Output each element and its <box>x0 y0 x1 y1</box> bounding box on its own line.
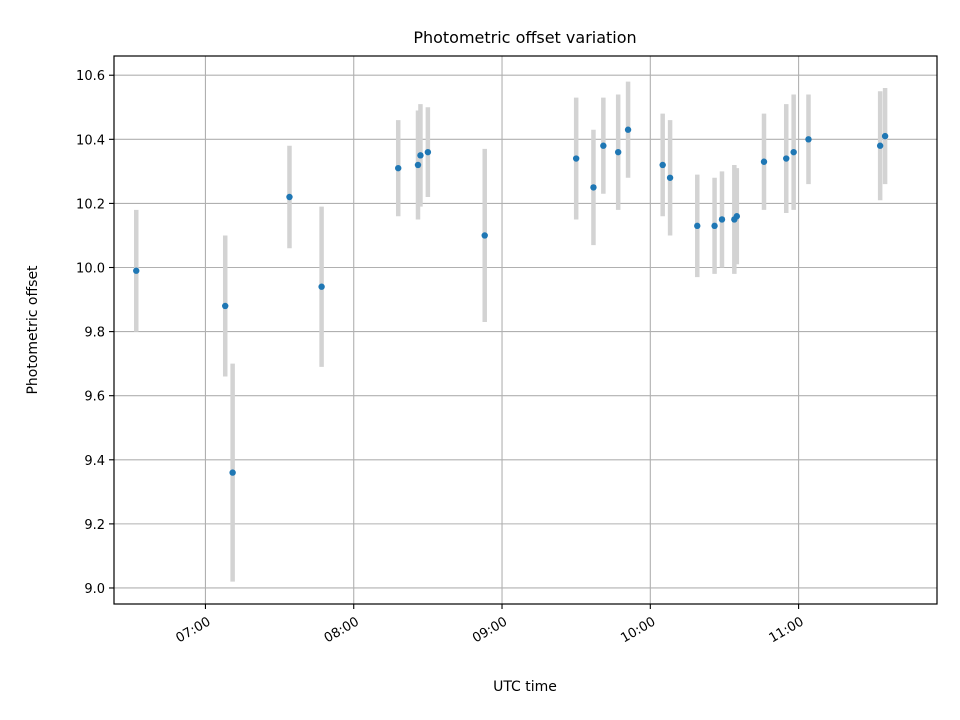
y-tick-label: 9.8 <box>84 326 105 341</box>
data-point <box>572 155 580 162</box>
data-point <box>790 148 797 156</box>
data-point <box>229 469 236 476</box>
data-point <box>881 132 889 140</box>
data-points <box>133 126 889 476</box>
data-point <box>395 164 402 172</box>
data-point <box>414 161 422 169</box>
data-point <box>876 142 884 149</box>
y-tick-label: 9.6 <box>84 390 105 405</box>
data-point <box>600 142 607 149</box>
y-tick-label: 9.4 <box>84 454 105 469</box>
data-point <box>481 232 488 239</box>
data-point <box>424 148 432 156</box>
data-point <box>760 158 768 165</box>
data-point <box>694 222 701 230</box>
y-tick-label: 9.0 <box>84 582 105 597</box>
y-tick-label: 10.0 <box>76 262 105 277</box>
data-point <box>711 222 718 230</box>
plot-frame <box>113 55 938 605</box>
data-point <box>624 126 632 133</box>
x-axis-title: UTC time <box>493 679 557 695</box>
y-tick-label: 10.6 <box>76 69 105 84</box>
y-tick-label: 10.4 <box>76 133 105 148</box>
grid <box>114 56 937 604</box>
data-point <box>659 161 666 169</box>
data-point <box>783 155 790 162</box>
data-point <box>718 216 726 223</box>
data-point <box>133 267 140 274</box>
y-axis: 9.0 9.2 9.4 9.6 9.8 10.0 10.2 10.4 10.6 <box>76 69 114 597</box>
data-point <box>286 193 293 201</box>
data-point <box>222 302 229 310</box>
data-point <box>417 152 424 159</box>
data-point <box>590 184 597 191</box>
data-point <box>805 136 812 143</box>
data-point <box>666 174 674 181</box>
y-tick-label: 10.2 <box>76 197 105 212</box>
chart-title: Photometric offset variation <box>413 28 636 47</box>
y-axis-title: Photometric offset <box>25 265 41 395</box>
data-point <box>614 148 622 156</box>
data-point <box>733 213 741 220</box>
y-tick-label: 9.2 <box>84 518 105 533</box>
data-point <box>318 283 325 290</box>
